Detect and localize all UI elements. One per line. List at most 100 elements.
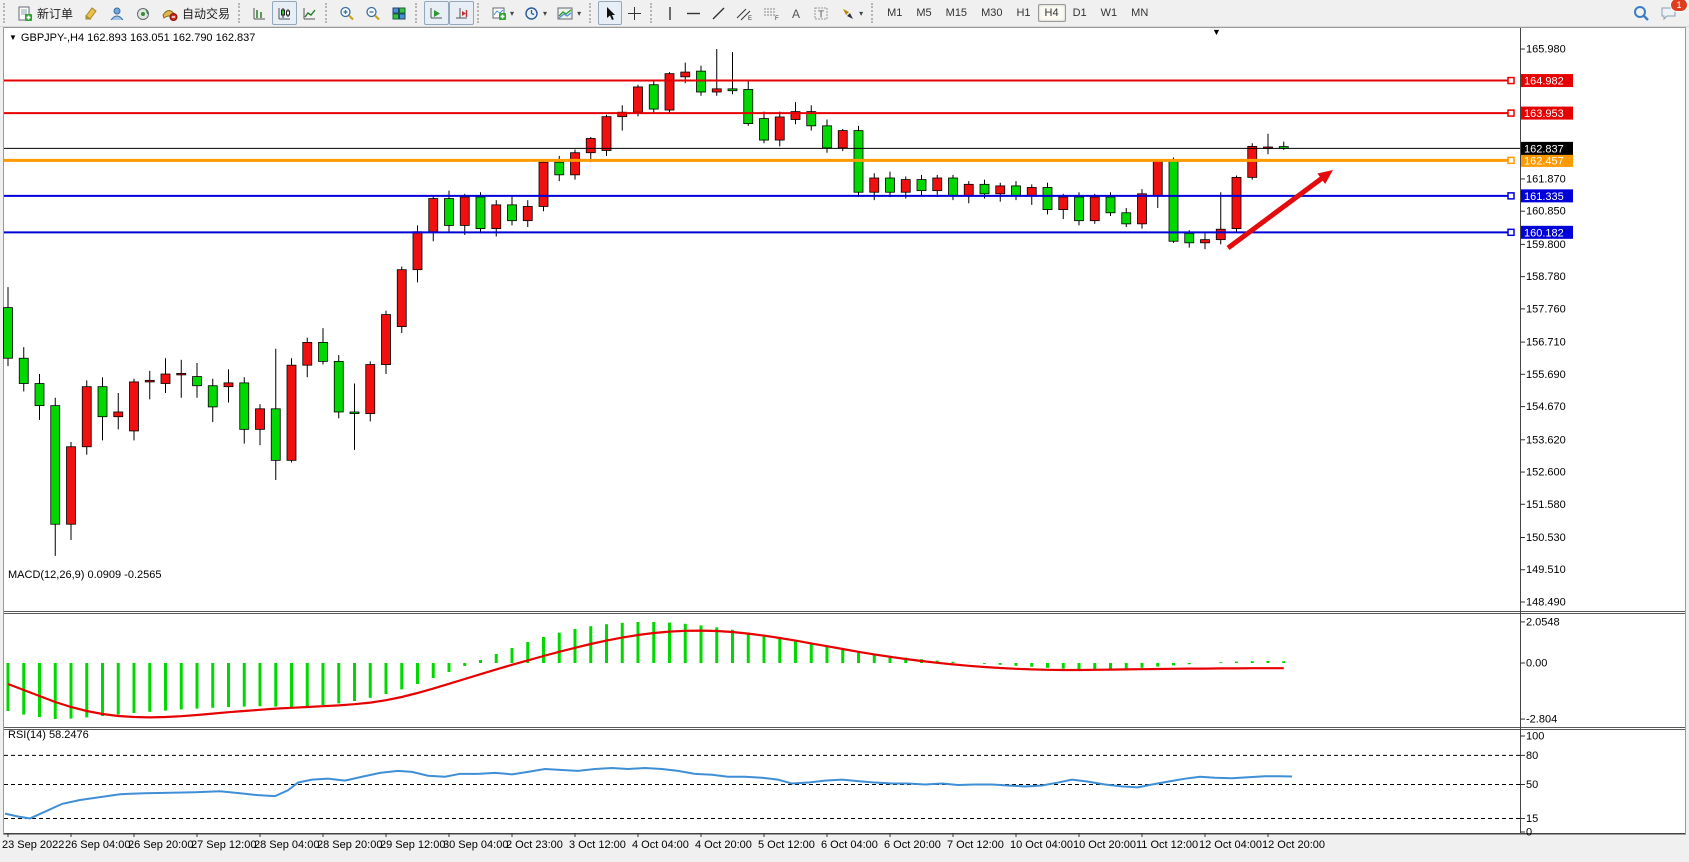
rsi-indicator-label: RSI(14) 58.2476: [8, 729, 89, 741]
toolbar-grip[interactable]: [325, 3, 331, 23]
tf-m1-button[interactable]: M1: [887, 7, 903, 19]
tf-d1-button[interactable]: D1: [1072, 7, 1087, 19]
channel-icon: E: [736, 8, 752, 21]
price-axis: 165.980 161.870 160.850 159.800 158.780 157.7…: [1520, 44, 1566, 608]
zoom-out-button[interactable]: [360, 1, 386, 25]
toolbar-grip[interactable]: [589, 3, 595, 23]
svg-text:28 Sep 20:00: 28 Sep 20:00: [317, 839, 382, 851]
tf-h4-button[interactable]: H4: [1037, 4, 1066, 22]
templates-icon: [557, 7, 573, 19]
collapse-triangle-icon[interactable]: ▼: [9, 33, 17, 42]
svg-text:0.00: 0.00: [1526, 658, 1547, 670]
tf-mn-button[interactable]: MN: [1131, 7, 1149, 19]
vertical-line-button[interactable]: [659, 1, 681, 25]
line-chart-button[interactable]: [297, 1, 322, 25]
templates-button[interactable]: ▾: [552, 1, 586, 25]
notifications-button[interactable]: 1: [1655, 0, 1688, 25]
macd-indicator-label: MACD(12,26,9) 0.0909 -0.2565: [8, 569, 162, 581]
svg-text:3 Oct 12:00: 3 Oct 12:00: [569, 839, 626, 851]
arrows-icon: [843, 8, 854, 19]
svg-text:160.850: 160.850: [1526, 206, 1566, 218]
svg-text:4 Oct 04:00: 4 Oct 04:00: [632, 839, 689, 851]
svg-text:6 Oct 04:00: 6 Oct 04:00: [821, 839, 878, 851]
zoom-in-icon: [340, 6, 354, 20]
auto-scroll-button[interactable]: [424, 1, 450, 25]
vertical-line-icon: [669, 6, 671, 20]
periods-dropdown-icon[interactable]: ▾: [543, 8, 548, 18]
cursor-button[interactable]: [598, 1, 623, 25]
indicators-button[interactable]: ▾: [486, 1, 519, 25]
chart-menu-triangle-icon[interactable]: ▼: [1212, 27, 1221, 37]
svg-text:10 Oct 20:00: 10 Oct 20:00: [1073, 839, 1136, 851]
search-button[interactable]: [1627, 1, 1655, 25]
label-icon: T: [814, 7, 828, 20]
toolbar-grip[interactable]: [3, 3, 9, 23]
text-icon: A: [792, 7, 800, 21]
svg-text:2 Oct 23:00: 2 Oct 23:00: [506, 839, 563, 851]
periods-button[interactable]: ▾: [519, 1, 552, 25]
label-button[interactable]: T: [808, 1, 835, 25]
clock-icon: [525, 6, 538, 20]
tf-h1-button[interactable]: H1: [1016, 7, 1031, 19]
notification-badge: 1: [1670, 0, 1688, 12]
toolbar-grip[interactable]: [871, 3, 877, 23]
cursor-icon: [607, 6, 616, 20]
svg-text:12 Oct 20:00: 12 Oct 20:00: [1262, 839, 1325, 851]
svg-text:A: A: [792, 7, 800, 21]
tf-w1-button[interactable]: W1: [1100, 7, 1118, 19]
rsi-panel: 100 80 50 15 0: [4, 731, 1544, 839]
svg-text:160.182: 160.182: [1524, 227, 1564, 239]
arrows-dropdown-icon[interactable]: ▾: [859, 8, 864, 18]
channel-button[interactable]: E: [731, 1, 758, 25]
line-chart-icon: [303, 7, 316, 19]
zoom-in-button[interactable]: [334, 1, 360, 25]
zoom-out-icon: [366, 6, 380, 20]
candles: [3, 49, 1289, 556]
chart-shift-button[interactable]: [449, 1, 475, 25]
signals-button[interactable]: [104, 1, 130, 25]
svg-text:80: 80: [1526, 750, 1538, 762]
svg-text:2.0548: 2.0548: [1526, 616, 1560, 628]
svg-text:-2.804: -2.804: [1526, 714, 1557, 726]
horizontal-line-icon: [687, 12, 701, 14]
indicators-dropdown-icon[interactable]: ▾: [510, 8, 515, 18]
text-button[interactable]: A: [785, 1, 808, 25]
toolbar-grip[interactable]: [477, 3, 483, 23]
svg-text:E: E: [748, 16, 752, 21]
chart-shift-icon: [456, 7, 468, 18]
candlestick-button[interactable]: [272, 1, 298, 25]
toolbar-grip[interactable]: [650, 3, 656, 23]
svg-text:12 Oct 04:00: 12 Oct 04:00: [1199, 839, 1262, 851]
new-order-button[interactable]: 新订单: [12, 1, 78, 25]
trendline-button[interactable]: [706, 1, 731, 25]
templates-dropdown-icon[interactable]: ▾: [577, 8, 582, 18]
svg-text:28 Sep 04:00: 28 Sep 04:00: [254, 839, 319, 851]
new-order-label: 新订单: [37, 6, 74, 21]
horizontal-line-button[interactable]: [681, 1, 706, 25]
tf-m15-button[interactable]: M15: [945, 7, 968, 19]
svg-text:5 Oct 12:00: 5 Oct 12:00: [758, 839, 815, 851]
signals-icon: [110, 7, 124, 20]
metaeditor-button[interactable]: [78, 1, 104, 25]
svg-text:29 Sep 12:00: 29 Sep 12:00: [380, 839, 445, 851]
arrows-button[interactable]: ▾: [835, 1, 868, 25]
autotrade-icon: [162, 9, 178, 21]
chart-chrome: [3, 27, 1686, 835]
alerts-button[interactable]: [130, 1, 156, 25]
tile-windows-icon: [392, 7, 406, 19]
crosshair-button[interactable]: [622, 1, 647, 25]
tf-m5-button[interactable]: M5: [916, 7, 932, 19]
svg-text:6 Oct 20:00: 6 Oct 20:00: [884, 839, 941, 851]
tf-m30-button[interactable]: M30: [981, 7, 1003, 19]
autotrade-button[interactable]: 自动交易: [156, 1, 235, 25]
tile-windows-button[interactable]: [386, 1, 412, 25]
fibonacci-button[interactable]: F: [758, 1, 785, 25]
macd-panel: 2.0548 0.00 -2.804: [6, 616, 1560, 726]
toolbar-grip[interactable]: [415, 3, 421, 23]
toolbar-grip[interactable]: [238, 3, 244, 23]
svg-text:10 Oct 04:00: 10 Oct 04:00: [1010, 839, 1073, 851]
svg-text:154.670: 154.670: [1526, 401, 1566, 413]
bar-chart-button[interactable]: [247, 1, 272, 25]
